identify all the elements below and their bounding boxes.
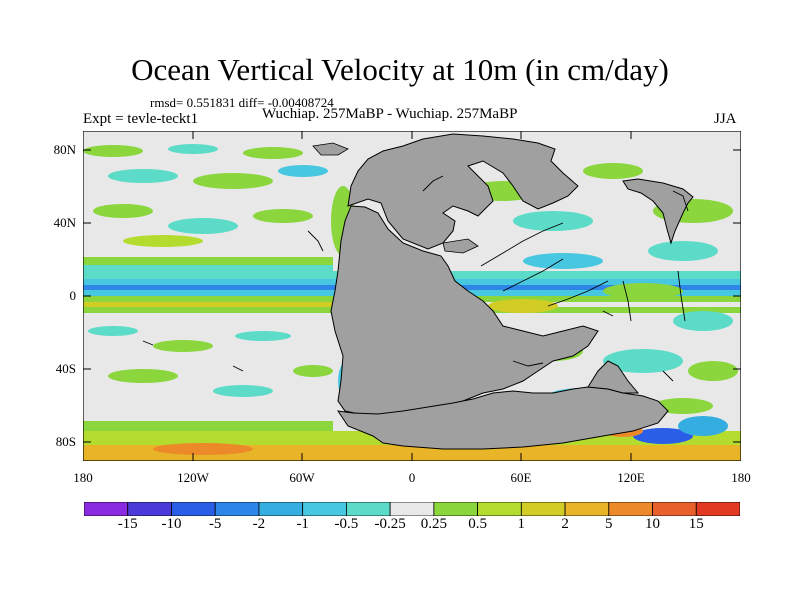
y-tick-label: 0 [69, 288, 77, 303]
colorbar-label: -1 [296, 516, 309, 532]
x-tick-label: 120E [617, 470, 645, 485]
x-tick-label: 180 [73, 470, 93, 485]
x-tick-label: 60E [510, 470, 532, 485]
colorbar-swatch [302, 502, 347, 516]
map-plot [83, 131, 741, 461]
colorbar-swatch [652, 502, 697, 516]
x-tick-label: 120W [177, 470, 209, 485]
x-tick-label: 180 [731, 470, 751, 485]
colorbar-swatch [520, 502, 566, 516]
southern-landmass [336, 386, 669, 450]
colorbar-swatch [258, 502, 304, 516]
stats-text: rmsd= 0.551831 diff= -0.00408724 [150, 95, 334, 110]
y-tick-label: 40S [55, 361, 76, 376]
southern-connector [587, 360, 640, 394]
axis-ticks [83, 131, 741, 461]
y-tick-label: 80N [53, 142, 76, 157]
colorbar-swatch [477, 502, 522, 516]
colorbar-label: 0.5 [468, 516, 487, 532]
colorbar-swatch [127, 502, 172, 516]
colorbar-label: -0.5 [334, 516, 359, 532]
colorbar-swatch [345, 502, 391, 516]
y-tick-label: 80S [55, 434, 76, 449]
colorbar-label: -2 [252, 516, 266, 532]
colorbar-swatch [389, 502, 435, 516]
colorbar-swatch [695, 502, 740, 516]
colorbar-label: 15 [688, 516, 704, 532]
colorbar-swatch [608, 502, 653, 516]
experiment-label: Expt = tevle-teckt1 [83, 111, 199, 127]
colorbar-label: 5 [605, 516, 613, 532]
colorbar-swatch [84, 502, 129, 516]
map-subtitle: Wuchiap. 257MaBP - Wuchiap. 257MaBP [262, 106, 518, 122]
colorbar-swatch [564, 502, 610, 516]
season-label: JJA [714, 111, 737, 127]
x-tick-label: 0 [408, 470, 416, 485]
colorbar-label: -10 [161, 516, 182, 532]
colorbar-label: -15 [117, 516, 138, 532]
colorbar-label: -0.25 [374, 516, 406, 532]
page-title: Ocean Vertical Velocity at 10m (in cm/da… [131, 52, 669, 87]
colorbar-label: 10 [645, 516, 660, 532]
eastern-block [622, 178, 694, 245]
colorbar-label: 0.25 [420, 516, 448, 532]
colorbar-swatch [171, 502, 216, 516]
x-tick-label: 60W [289, 470, 315, 485]
y-tick-label: 40N [53, 215, 76, 230]
colorbar-label: -5 [208, 516, 222, 532]
colorbar [84, 502, 740, 516]
colorbar-swatch [214, 502, 260, 516]
north-island [312, 142, 349, 156]
contour-lines [142, 175, 689, 382]
colorbar-label: 2 [561, 516, 569, 532]
pangaea-landmass [330, 133, 599, 417]
land-masses [312, 133, 694, 450]
colorbar-label: 1 [517, 516, 526, 532]
central-island [442, 238, 479, 254]
colorbar-swatch [433, 502, 478, 516]
